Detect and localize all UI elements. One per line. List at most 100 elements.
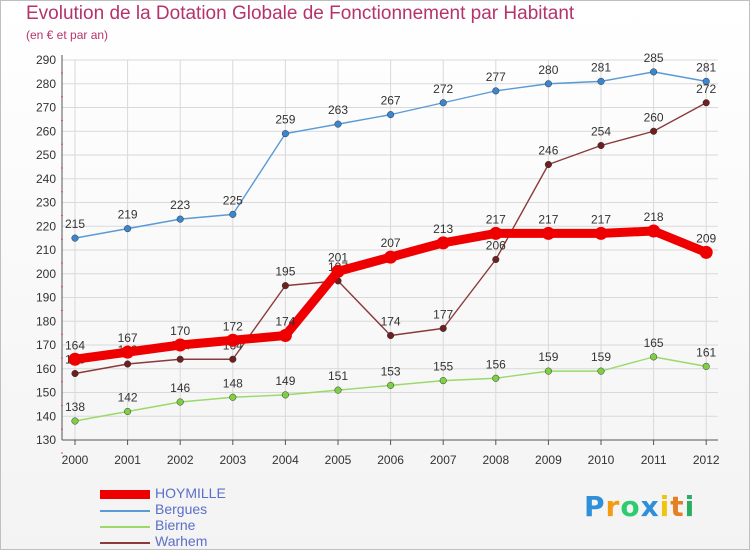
y-tick-label: 160	[36, 362, 56, 376]
x-tick-label: 2009	[535, 453, 562, 467]
data-label-hoymille: 218	[644, 210, 664, 224]
data-label-hoymille: 207	[381, 236, 401, 250]
data-point-bierne	[71, 417, 79, 425]
data-point-bierne	[387, 381, 395, 389]
y-tick-label: 210	[36, 243, 56, 257]
data-point-hoymille	[331, 264, 345, 278]
data-point-bergues	[702, 77, 710, 85]
data-label-bierne: 149	[275, 374, 295, 388]
legend-label-bergues: Bergues	[155, 501, 208, 517]
logo-letter: i	[659, 490, 671, 523]
data-label-hoymille: 217	[538, 212, 558, 226]
data-point-bierne	[544, 367, 552, 375]
data-point-bergues	[597, 77, 605, 85]
data-point-warhem	[492, 255, 500, 264]
y-tick-label: 140	[36, 409, 56, 423]
data-point-bergues	[71, 234, 79, 242]
x-tick-label: 2006	[377, 453, 404, 467]
y-tick-label: 200	[36, 267, 56, 281]
data-label-hoymille: 167	[118, 331, 138, 345]
data-point-bierne	[439, 377, 447, 385]
logo-letter: P	[584, 490, 606, 523]
data-point-warhem	[597, 141, 605, 150]
data-label-bierne: 155	[433, 360, 453, 374]
data-label-hoymille: 213	[433, 222, 453, 236]
data-point-bierne	[597, 367, 605, 375]
data-point-bierne	[176, 398, 184, 406]
proxiti-logo: Proxiti	[584, 490, 695, 523]
data-label-bergues: 263	[328, 103, 348, 117]
data-label-bergues: 277	[486, 70, 506, 84]
legend-label-warhem: Warhem	[155, 533, 208, 549]
y-tick-label: 270	[36, 101, 56, 115]
data-label-bergues: 219	[118, 208, 138, 222]
y-tick-label: 290	[36, 53, 56, 67]
data-point-hoymille	[541, 226, 555, 240]
data-point-hoymille	[699, 245, 713, 259]
data-label-hoymille: 164	[65, 338, 85, 352]
chart-subtitle: (en € et par an)	[26, 28, 109, 42]
data-label-bergues: 225	[223, 193, 243, 207]
data-point-bergues	[439, 99, 447, 107]
data-label-hoymille: 217	[591, 212, 611, 226]
x-tick-label: 2010	[588, 453, 615, 467]
data-point-hoymille	[121, 345, 135, 359]
data-point-bierne	[334, 386, 342, 394]
data-label-bierne: 161	[696, 345, 716, 359]
y-tick-label: 170	[36, 338, 56, 352]
x-tick-label: 2011	[641, 453, 667, 467]
data-point-warhem	[650, 127, 658, 135]
data-point-hoymille	[226, 333, 240, 347]
data-label-bergues: 281	[591, 60, 611, 74]
data-label-bergues: 259	[275, 113, 295, 127]
y-tick-label: 240	[36, 172, 56, 186]
data-point-bierne	[702, 362, 710, 370]
data-point-hoymille	[68, 352, 82, 366]
data-point-warhem	[124, 360, 132, 368]
data-label-bergues: 285	[644, 51, 664, 65]
data-label-bergues: 267	[381, 94, 401, 108]
x-tick-label: 2007	[430, 453, 457, 467]
data-point-hoymille	[173, 338, 187, 352]
data-point-hoymille	[594, 226, 608, 240]
data-point-hoymille	[647, 224, 661, 238]
legend-swatch-bergues	[100, 510, 150, 512]
data-label-bergues: 215	[65, 217, 85, 231]
legend-swatch-warhem	[100, 542, 150, 544]
data-point-bergues	[334, 120, 342, 128]
data-point-bierne	[650, 353, 658, 361]
data-point-hoymille	[436, 236, 450, 250]
data-label-bierne: 153	[381, 364, 401, 378]
y-tick-label: 130	[36, 433, 56, 447]
data-point-bergues	[281, 130, 289, 138]
logo-letter: r	[605, 490, 621, 523]
data-label-bierne: 138	[65, 400, 85, 414]
x-tick-label: 2004	[272, 453, 299, 467]
data-label-hoymille: 172	[223, 319, 243, 333]
logo-letter: t	[670, 490, 685, 523]
data-label-warhem: 195	[275, 265, 295, 279]
data-label-bierne: 142	[118, 391, 138, 405]
x-tick-label: 2001	[114, 453, 141, 467]
x-tick-label: 2003	[219, 453, 246, 467]
data-label-hoymille: 170	[170, 324, 190, 338]
data-point-bergues	[124, 225, 132, 233]
data-point-bergues	[492, 87, 500, 95]
data-point-warhem	[176, 355, 184, 363]
y-tick-label: 280	[36, 77, 56, 91]
legend-swatch-hoymille	[100, 490, 150, 499]
data-point-warhem	[71, 369, 79, 378]
data-point-bergues	[650, 68, 658, 76]
data-label-bergues: 281	[696, 60, 716, 74]
x-tick-label: 2008	[482, 453, 509, 467]
data-label-bergues: 223	[170, 198, 190, 212]
data-label-hoymille: 209	[696, 231, 716, 245]
data-point-warhem	[544, 160, 552, 169]
data-point-warhem	[387, 331, 395, 340]
legend-swatch-bierne	[100, 526, 150, 528]
x-tick-label: 2012	[693, 453, 720, 467]
data-point-hoymille	[278, 329, 292, 342]
y-tick-label: 260	[36, 124, 56, 138]
y-tick-label: 250	[36, 148, 56, 162]
